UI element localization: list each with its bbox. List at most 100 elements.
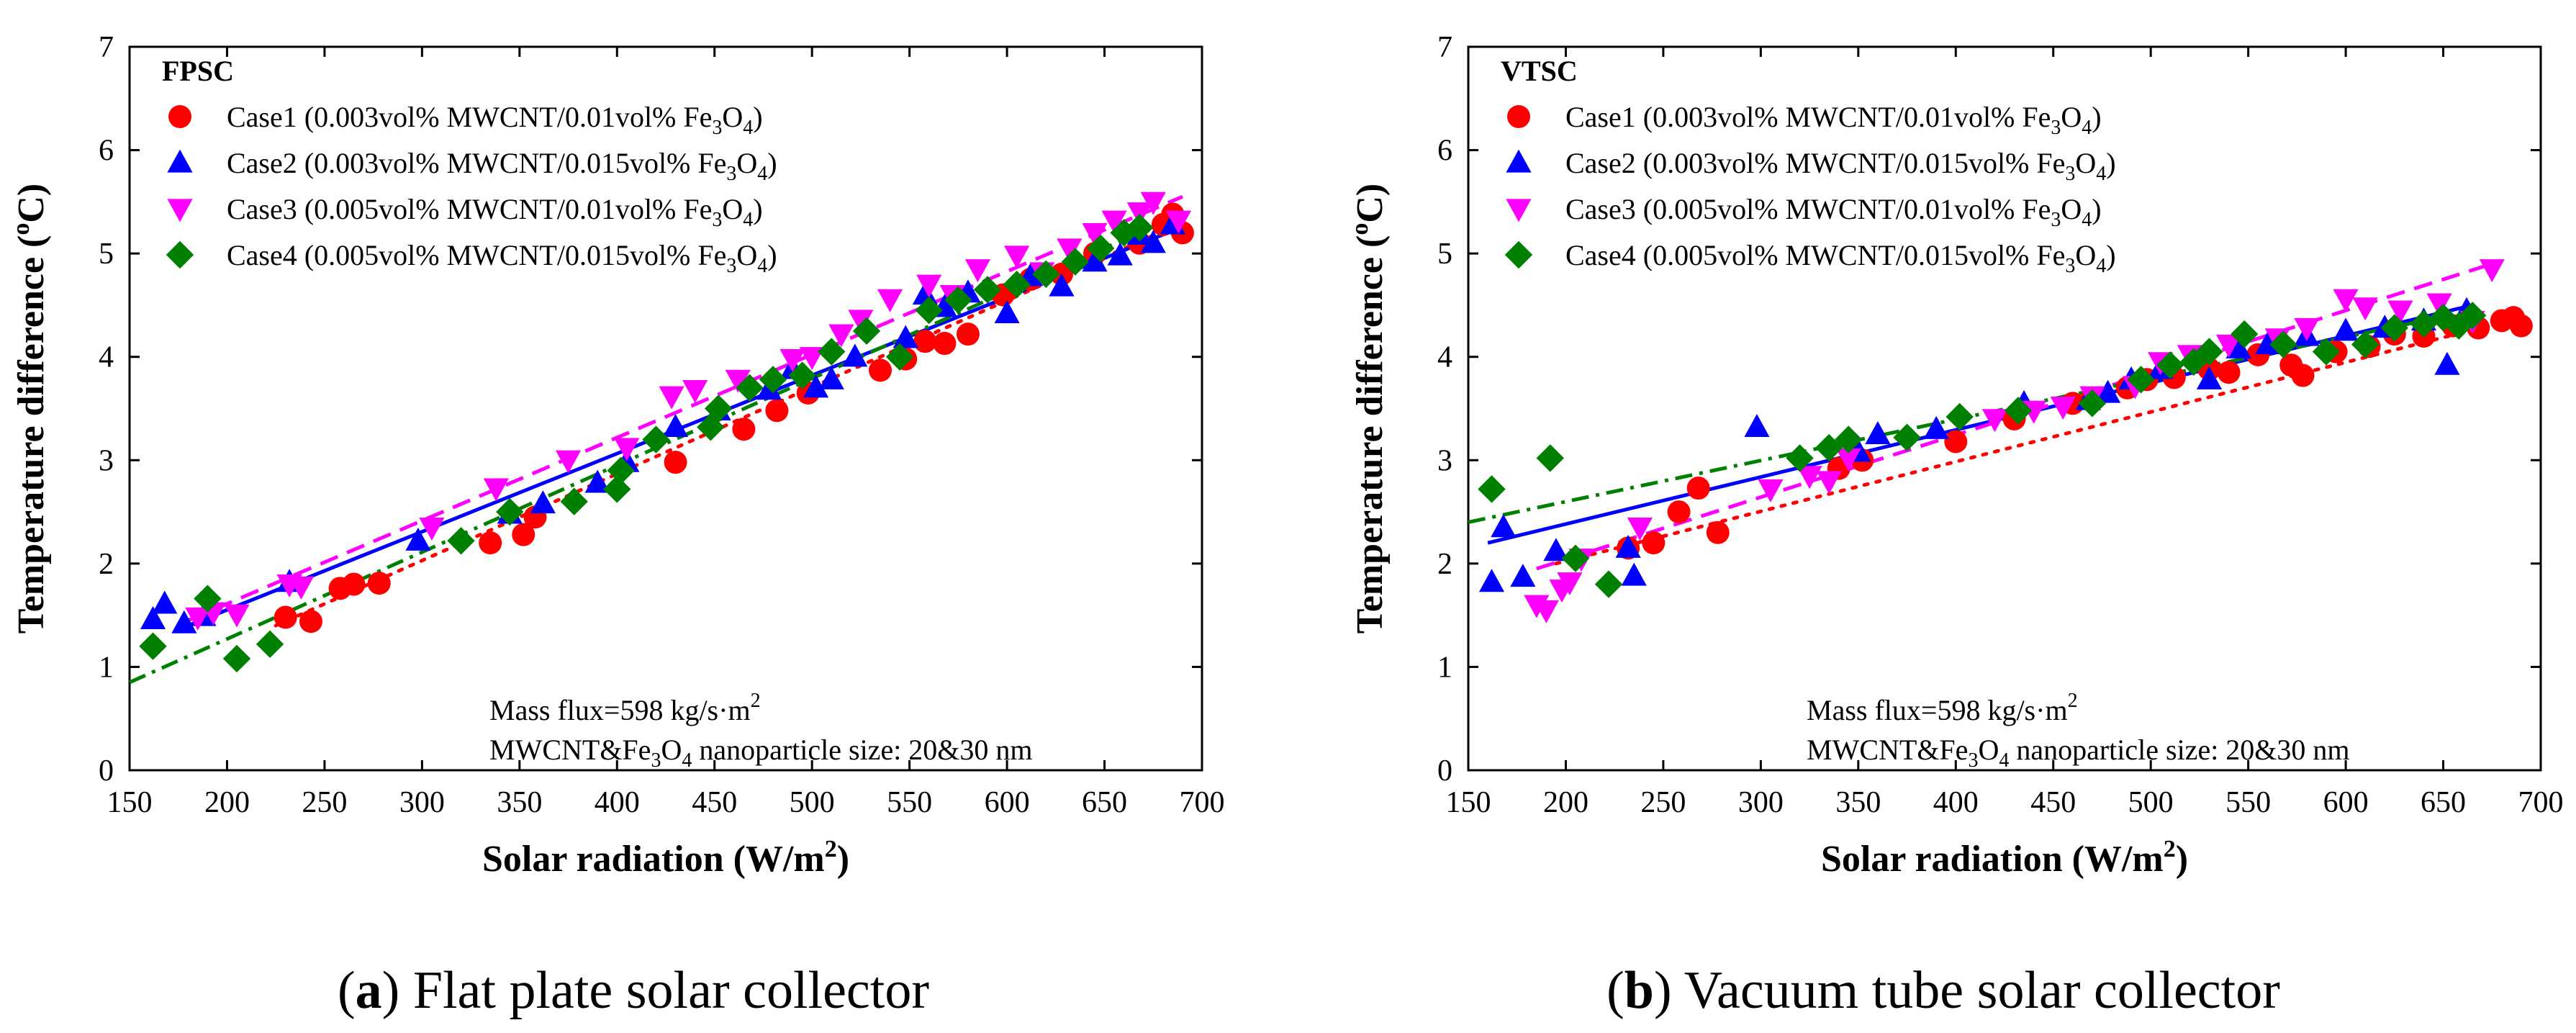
panel-label: FPSC — [162, 55, 234, 87]
data-point — [419, 518, 445, 541]
data-point — [1815, 433, 1843, 462]
x-tick-label: 500 — [790, 786, 835, 819]
data-point — [1893, 423, 1921, 451]
data-point — [299, 610, 322, 633]
legend-marker — [166, 240, 194, 269]
data-point — [1706, 520, 1730, 544]
data-point — [2509, 314, 2533, 338]
y-tick-label: 1 — [99, 651, 114, 684]
data-point — [1533, 600, 1559, 623]
data-point — [1835, 425, 1863, 454]
data-point — [964, 259, 991, 283]
data-point — [614, 438, 640, 461]
data-point — [2004, 397, 2033, 425]
data-point — [725, 369, 751, 393]
data-point — [1057, 238, 1083, 262]
data-point — [496, 497, 524, 526]
data-point — [1835, 448, 1861, 472]
y-axis-title: Temperature difference (oC) — [8, 184, 52, 633]
data-point — [2156, 351, 2184, 379]
data-point — [1744, 413, 1770, 437]
data-point — [818, 338, 846, 366]
x-tick-label: 500 — [2128, 786, 2174, 819]
data-point — [1003, 271, 1031, 299]
x-axis-title: Solar radiation (W/m2) — [1821, 836, 2188, 880]
x-tick-label: 300 — [399, 786, 445, 819]
data-point — [1686, 477, 1710, 500]
x-tick-label: 700 — [2518, 786, 2564, 819]
data-point — [171, 610, 197, 633]
data-point — [140, 605, 166, 629]
x-tick-label: 600 — [2323, 786, 2369, 819]
data-point — [877, 289, 903, 312]
panel-vtsc: 150 200 250 300 350 400 450 500 550 600 650 700 0 1 2 3… — [1347, 31, 2564, 880]
data-point — [2312, 338, 2341, 366]
data-point — [1543, 538, 1569, 561]
legend-entry-case4: Case4 (0.005vol% MWCNT/0.015vol% Fe3O4) — [166, 239, 777, 277]
data-point — [852, 317, 881, 346]
data-point — [1816, 471, 1842, 495]
y-tick-label: 0 — [1437, 754, 1452, 788]
plot-frame — [128, 45, 1203, 772]
data-point — [2410, 310, 2438, 338]
data-point — [447, 527, 475, 555]
data-point — [1478, 475, 1506, 503]
note-particle-size: MWCNT&Fe3O4 nanoparticle size: 20&30 nm — [1807, 734, 2350, 772]
data-point — [1101, 210, 1127, 234]
series-case2 — [140, 211, 1185, 633]
series-case4 — [1478, 302, 2487, 598]
data-point — [1944, 430, 1968, 454]
legend-marker — [168, 105, 191, 128]
data-point — [603, 475, 631, 503]
data-point — [2434, 351, 2460, 375]
data-point — [759, 366, 787, 394]
data-point — [1140, 230, 1166, 253]
data-point — [1126, 214, 1154, 242]
data-point — [732, 418, 756, 441]
y-tick-label: 2 — [1437, 548, 1452, 581]
y-tick-label: 5 — [99, 238, 114, 271]
y-tick-label: 2 — [99, 548, 114, 581]
data-point — [2127, 366, 2155, 394]
x-tick-label: 550 — [2225, 786, 2271, 819]
data-point — [736, 374, 764, 402]
data-point — [818, 366, 844, 389]
data-point — [1165, 210, 1192, 234]
data-point — [1865, 420, 1891, 444]
caption-a: (a) Flat plate solar collector — [338, 961, 929, 1020]
data-point — [1615, 534, 1641, 558]
data-point — [2380, 314, 2409, 342]
data-point — [1491, 514, 1517, 538]
x-tick-label: 250 — [302, 786, 347, 819]
legend-marker — [1507, 105, 1530, 128]
series-case3 — [1524, 259, 2505, 623]
data-point — [2225, 335, 2251, 358]
data-point — [2333, 289, 2359, 312]
data-point — [274, 605, 297, 629]
legend-entry-case3: Case3 (0.005vol% MWCNT/0.01vol% Fe3O4) — [167, 193, 763, 231]
data-point — [185, 607, 211, 631]
x-tick-label: 600 — [985, 786, 1030, 819]
data-point — [256, 630, 284, 659]
legend-marker — [1506, 199, 1532, 222]
data-point — [152, 590, 178, 614]
x-tick-label: 650 — [1082, 786, 1127, 819]
data-point — [1923, 415, 1949, 439]
data-point — [828, 324, 854, 348]
data-point — [848, 310, 874, 333]
data-point — [1004, 245, 1030, 269]
data-point — [1107, 242, 1133, 266]
data-point — [1642, 531, 1666, 555]
data-point — [642, 425, 670, 454]
x-tick-label: 200 — [1543, 786, 1588, 819]
data-point — [1082, 222, 1108, 246]
data-point — [799, 347, 825, 371]
legend-label: Case3 (0.005vol% MWCNT/0.01vol% Fe3O4) — [1565, 193, 2102, 231]
data-point — [2231, 320, 2259, 348]
data-point — [2333, 317, 2359, 341]
data-point — [913, 330, 937, 353]
data-point — [1510, 564, 1536, 587]
y-tick-label: 0 — [99, 754, 114, 788]
data-point — [2179, 348, 2207, 376]
fit-line-case4 — [128, 229, 1144, 685]
